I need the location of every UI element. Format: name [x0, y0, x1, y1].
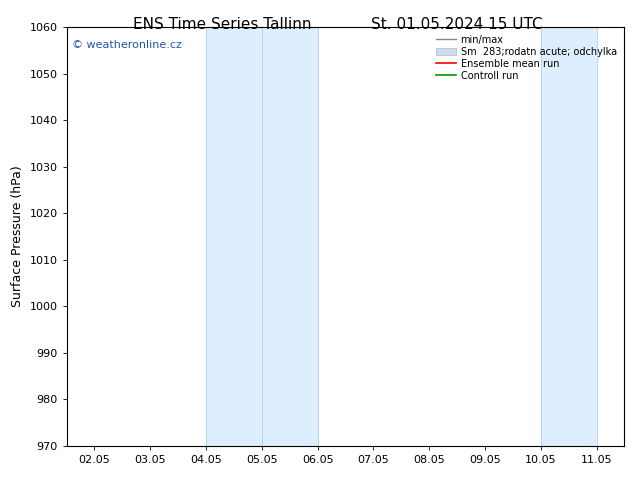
- Text: ENS Time Series Tallinn: ENS Time Series Tallinn: [133, 17, 311, 32]
- Bar: [541, 27, 597, 446]
- Bar: [206, 27, 262, 446]
- Legend: min/max, Sm  283;rodatn acute; odchylka, Ensemble mean run, Controll run: min/max, Sm 283;rodatn acute; odchylka, …: [434, 32, 619, 83]
- Text: St. 01.05.2024 15 UTC: St. 01.05.2024 15 UTC: [371, 17, 542, 32]
- Y-axis label: Surface Pressure (hPa): Surface Pressure (hPa): [11, 166, 24, 307]
- Text: © weatheronline.cz: © weatheronline.cz: [72, 40, 182, 49]
- Bar: [262, 27, 318, 446]
